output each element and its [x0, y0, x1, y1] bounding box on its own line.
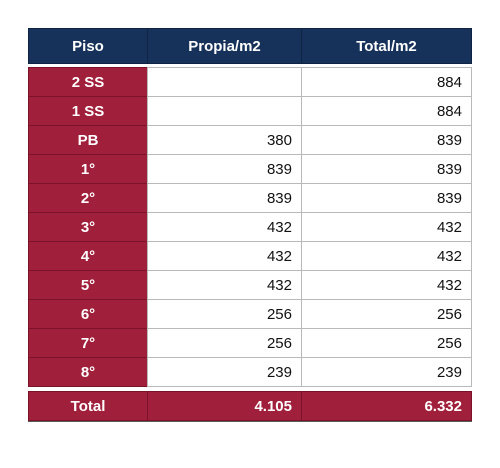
own-area-value: 380	[147, 125, 302, 155]
own-area-value: 256	[147, 299, 302, 329]
total-area-value: 839	[301, 125, 472, 155]
floor-label: 7°	[28, 328, 148, 358]
floor-label: 8°	[28, 357, 148, 387]
own-area-value	[147, 96, 302, 126]
total-area-value: 839	[301, 183, 472, 213]
table-row: 2 SS 884	[28, 67, 472, 97]
area-table: Piso Propia/m2 Total/m2 2 SS 884 1 SS 88…	[28, 28, 472, 422]
table-row: PB 380 839	[28, 125, 472, 155]
own-area-value: 432	[147, 212, 302, 242]
floor-label: 3°	[28, 212, 148, 242]
total-area-value: 239	[301, 357, 472, 387]
table-row: 1 SS 884	[28, 96, 472, 126]
total-area-value: 839	[301, 154, 472, 184]
floor-label: 2°	[28, 183, 148, 213]
floor-label: 1°	[28, 154, 148, 184]
table-row: 8° 239 239	[28, 357, 472, 387]
total-own-area: 4.105	[147, 391, 302, 421]
header-total-area: Total/m2	[301, 28, 472, 64]
table-row: 6° 256 256	[28, 299, 472, 329]
total-label: Total	[28, 391, 148, 421]
table-row: 4° 432 432	[28, 241, 472, 271]
total-area-value: 884	[301, 67, 472, 97]
floor-label: PB	[28, 125, 148, 155]
own-area-value	[147, 67, 302, 97]
floor-label: 4°	[28, 241, 148, 271]
total-area-value: 432	[301, 241, 472, 271]
own-area-value: 256	[147, 328, 302, 358]
total-area-value: 432	[301, 270, 472, 300]
own-area-value: 839	[147, 154, 302, 184]
total-area-value: 884	[301, 96, 472, 126]
table-row: 5° 432 432	[28, 270, 472, 300]
own-area-value: 239	[147, 357, 302, 387]
total-area-value: 432	[301, 212, 472, 242]
header-own-area: Propia/m2	[147, 28, 302, 64]
total-area-value: 256	[301, 299, 472, 329]
own-area-value: 839	[147, 183, 302, 213]
floor-label: 6°	[28, 299, 148, 329]
table-row: 7° 256 256	[28, 328, 472, 358]
table-row: 2° 839 839	[28, 183, 472, 213]
total-area-value: 256	[301, 328, 472, 358]
total-total-area: 6.332	[301, 391, 472, 421]
header-floor: Piso	[28, 28, 148, 64]
table-row: 3° 432 432	[28, 212, 472, 242]
bottom-rule	[28, 420, 472, 422]
table-header-row: Piso Propia/m2 Total/m2	[28, 28, 472, 64]
floor-label: 2 SS	[28, 67, 148, 97]
own-area-value: 432	[147, 270, 302, 300]
table-row: 1° 839 839	[28, 154, 472, 184]
floor-label: 5°	[28, 270, 148, 300]
floor-label: 1 SS	[28, 96, 148, 126]
own-area-value: 432	[147, 241, 302, 271]
total-row: Total 4.105 6.332	[28, 391, 472, 421]
